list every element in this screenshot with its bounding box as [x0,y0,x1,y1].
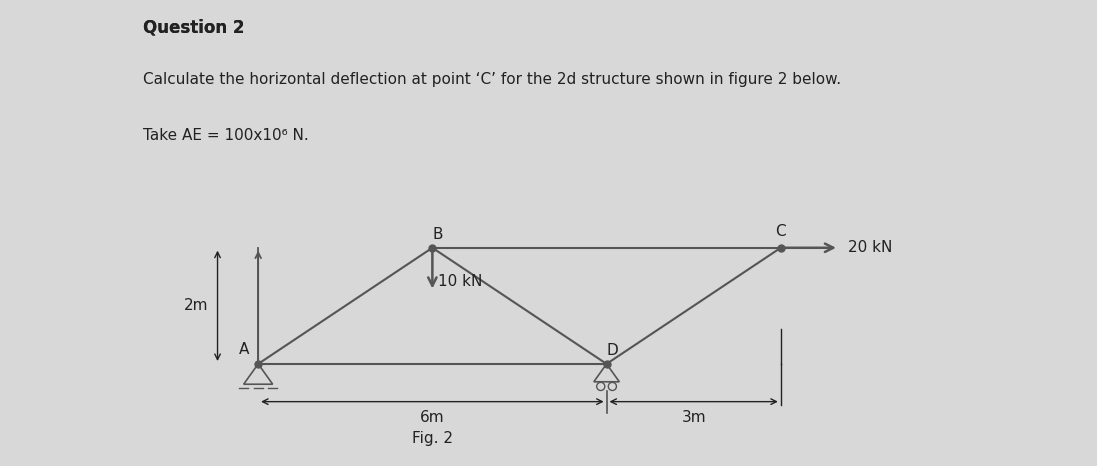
Text: A: A [238,342,249,357]
Text: Question 2: Question 2 [143,19,245,37]
Text: 2m: 2m [184,298,208,313]
Text: Calculate the horizontal deflection at point ‘C’ for the 2d structure shown in f: Calculate the horizontal deflection at p… [143,72,840,87]
Text: C: C [776,224,787,239]
Text: 20 kN: 20 kN [848,240,892,255]
Text: Fig. 2: Fig. 2 [411,431,453,445]
Text: 3m: 3m [681,411,706,425]
Text: Take AE = 100x10⁶ N.: Take AE = 100x10⁶ N. [143,128,308,143]
Text: D: D [607,343,619,358]
Text: 10 kN: 10 kN [438,274,483,289]
Text: Question 2: Question 2 [143,19,245,37]
Text: B: B [433,227,443,242]
Text: 6m: 6m [420,411,444,425]
